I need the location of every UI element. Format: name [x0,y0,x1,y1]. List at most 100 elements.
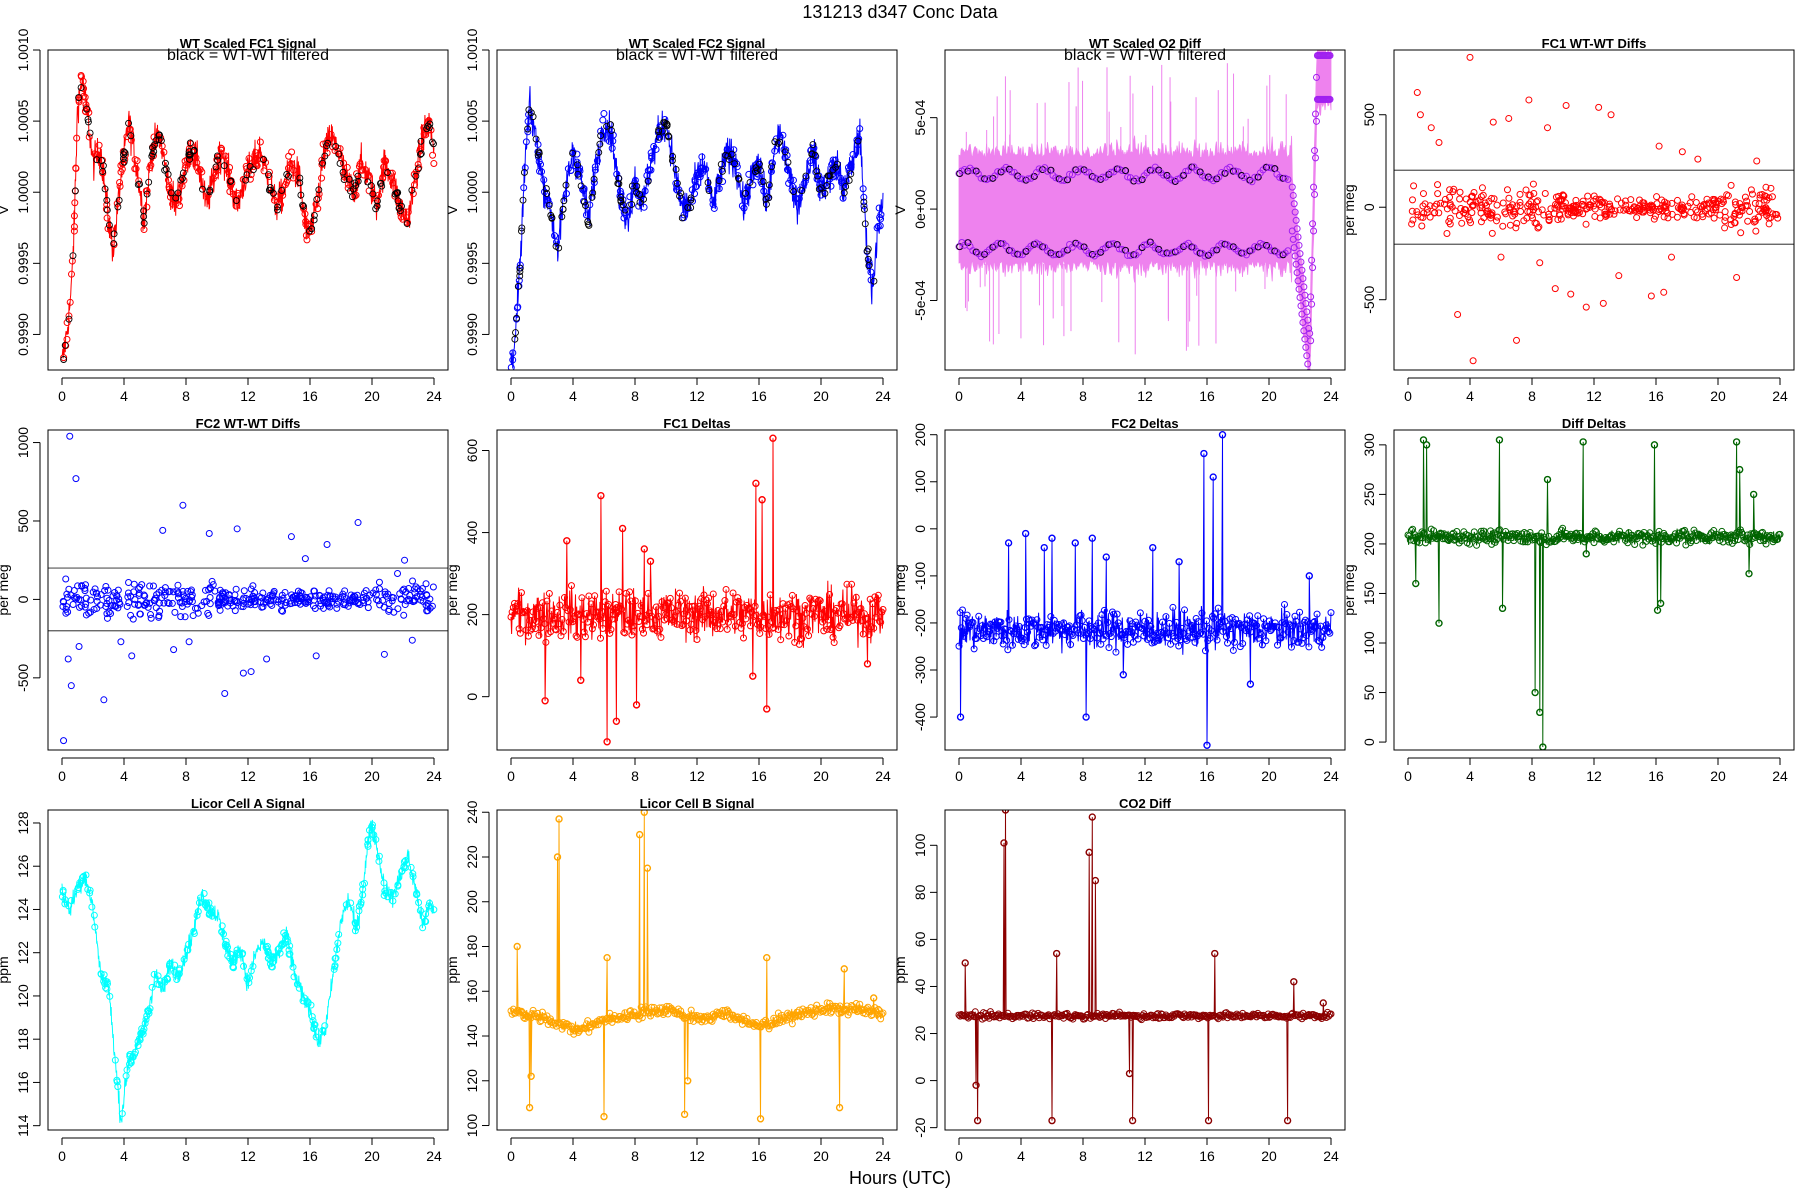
filtered-point [121,149,129,157]
data-point [867,268,875,276]
data-point [1633,214,1641,222]
x-axis: 0 4 8 12 16 20 24 [955,377,1339,404]
data-point [266,951,274,959]
data-point [799,614,807,622]
x-axis: 0 4 8 12 16 20 24 [1404,377,1788,404]
filtered-point [704,179,712,187]
spike-point [635,830,644,839]
data-point [696,605,704,613]
data-point [122,1072,130,1080]
data-point [1668,199,1676,207]
data-point [788,186,796,194]
data-point [1212,629,1220,637]
data-point [1421,200,1429,208]
filtered-point [412,172,420,180]
data-point [335,930,343,938]
y-tick-label: 200 [912,423,928,447]
data-point [87,596,95,604]
data-point [1545,213,1553,221]
data-point [1284,628,1292,636]
data-point [631,181,639,189]
data-point [1132,618,1140,626]
panel-title: FC1 Deltas [663,416,730,431]
spike-point [603,953,611,962]
y-tick-label: 20 [912,1026,928,1042]
data-point [578,594,586,602]
data-point [252,149,260,157]
data-point [415,899,423,907]
data-point [860,202,868,210]
data-point [597,127,605,135]
data-point [509,349,517,357]
data-point [1047,613,1055,621]
data-point [1025,615,1033,623]
y-tick-label: 0 [912,525,928,533]
data-point [1251,243,1259,251]
data-point [82,611,90,619]
data-point [957,624,965,632]
data-point [1305,643,1313,651]
filtered-point [751,168,759,176]
data-point [1488,229,1496,237]
data-point [877,618,885,626]
outlier-point [170,646,178,654]
data-point [1219,1013,1227,1021]
data-point [969,618,977,626]
data-point [733,160,741,168]
data-point [1257,630,1265,638]
data-point [196,894,204,902]
data-point [327,130,335,138]
data-point [1746,207,1754,215]
filtered-point [61,341,69,349]
filtered-point [1072,166,1080,174]
data-point [1431,202,1439,210]
data-point [1677,205,1685,213]
data-point [103,985,111,993]
x-axis: 0 4 8 12 16 20 24 [58,377,442,404]
y-tick-label: 200 [1361,532,1377,556]
data-point [1419,190,1427,198]
filtered-point [759,178,767,185]
data-point [280,940,288,948]
data-point [533,1013,541,1021]
x-tick-label: 8 [182,1148,190,1164]
filtered-point [86,129,94,137]
data-point [333,600,341,608]
data-point [77,71,85,79]
data-point [1435,209,1443,217]
data-point [221,598,229,606]
filtered-point [1122,167,1130,175]
data-point [295,597,303,605]
data-point [1481,199,1489,207]
y-tick-label: 1.0005 [15,99,31,142]
filtered-point [548,214,556,222]
data-point [985,1014,993,1022]
data-point [1560,202,1568,210]
spike-point [1088,813,1097,821]
filtered-point [284,172,292,180]
data-point [1033,616,1041,624]
data-point [828,624,836,632]
panel-title: WT Scaled O2 Diff [1089,36,1202,51]
data-point [391,890,399,898]
data-point [1213,636,1221,644]
data-point [629,1012,637,1020]
data-point [814,175,822,183]
data-point [612,601,620,609]
data-point [1680,527,1688,535]
data-point [1744,217,1752,225]
outlier-point [287,533,295,541]
outlier-point [1466,53,1474,61]
spike-point [527,1072,535,1080]
x-tick-label: 4 [1017,1148,1025,1164]
y-tick-label: 50 [1361,685,1377,701]
data-point [1127,628,1135,636]
x-tick-label: 4 [1466,388,1474,404]
filtered-point [518,224,526,232]
filtered-point [765,181,773,189]
data-point [1743,202,1751,210]
data-point [1421,539,1429,547]
data-point [409,873,417,881]
data-point [224,943,232,951]
